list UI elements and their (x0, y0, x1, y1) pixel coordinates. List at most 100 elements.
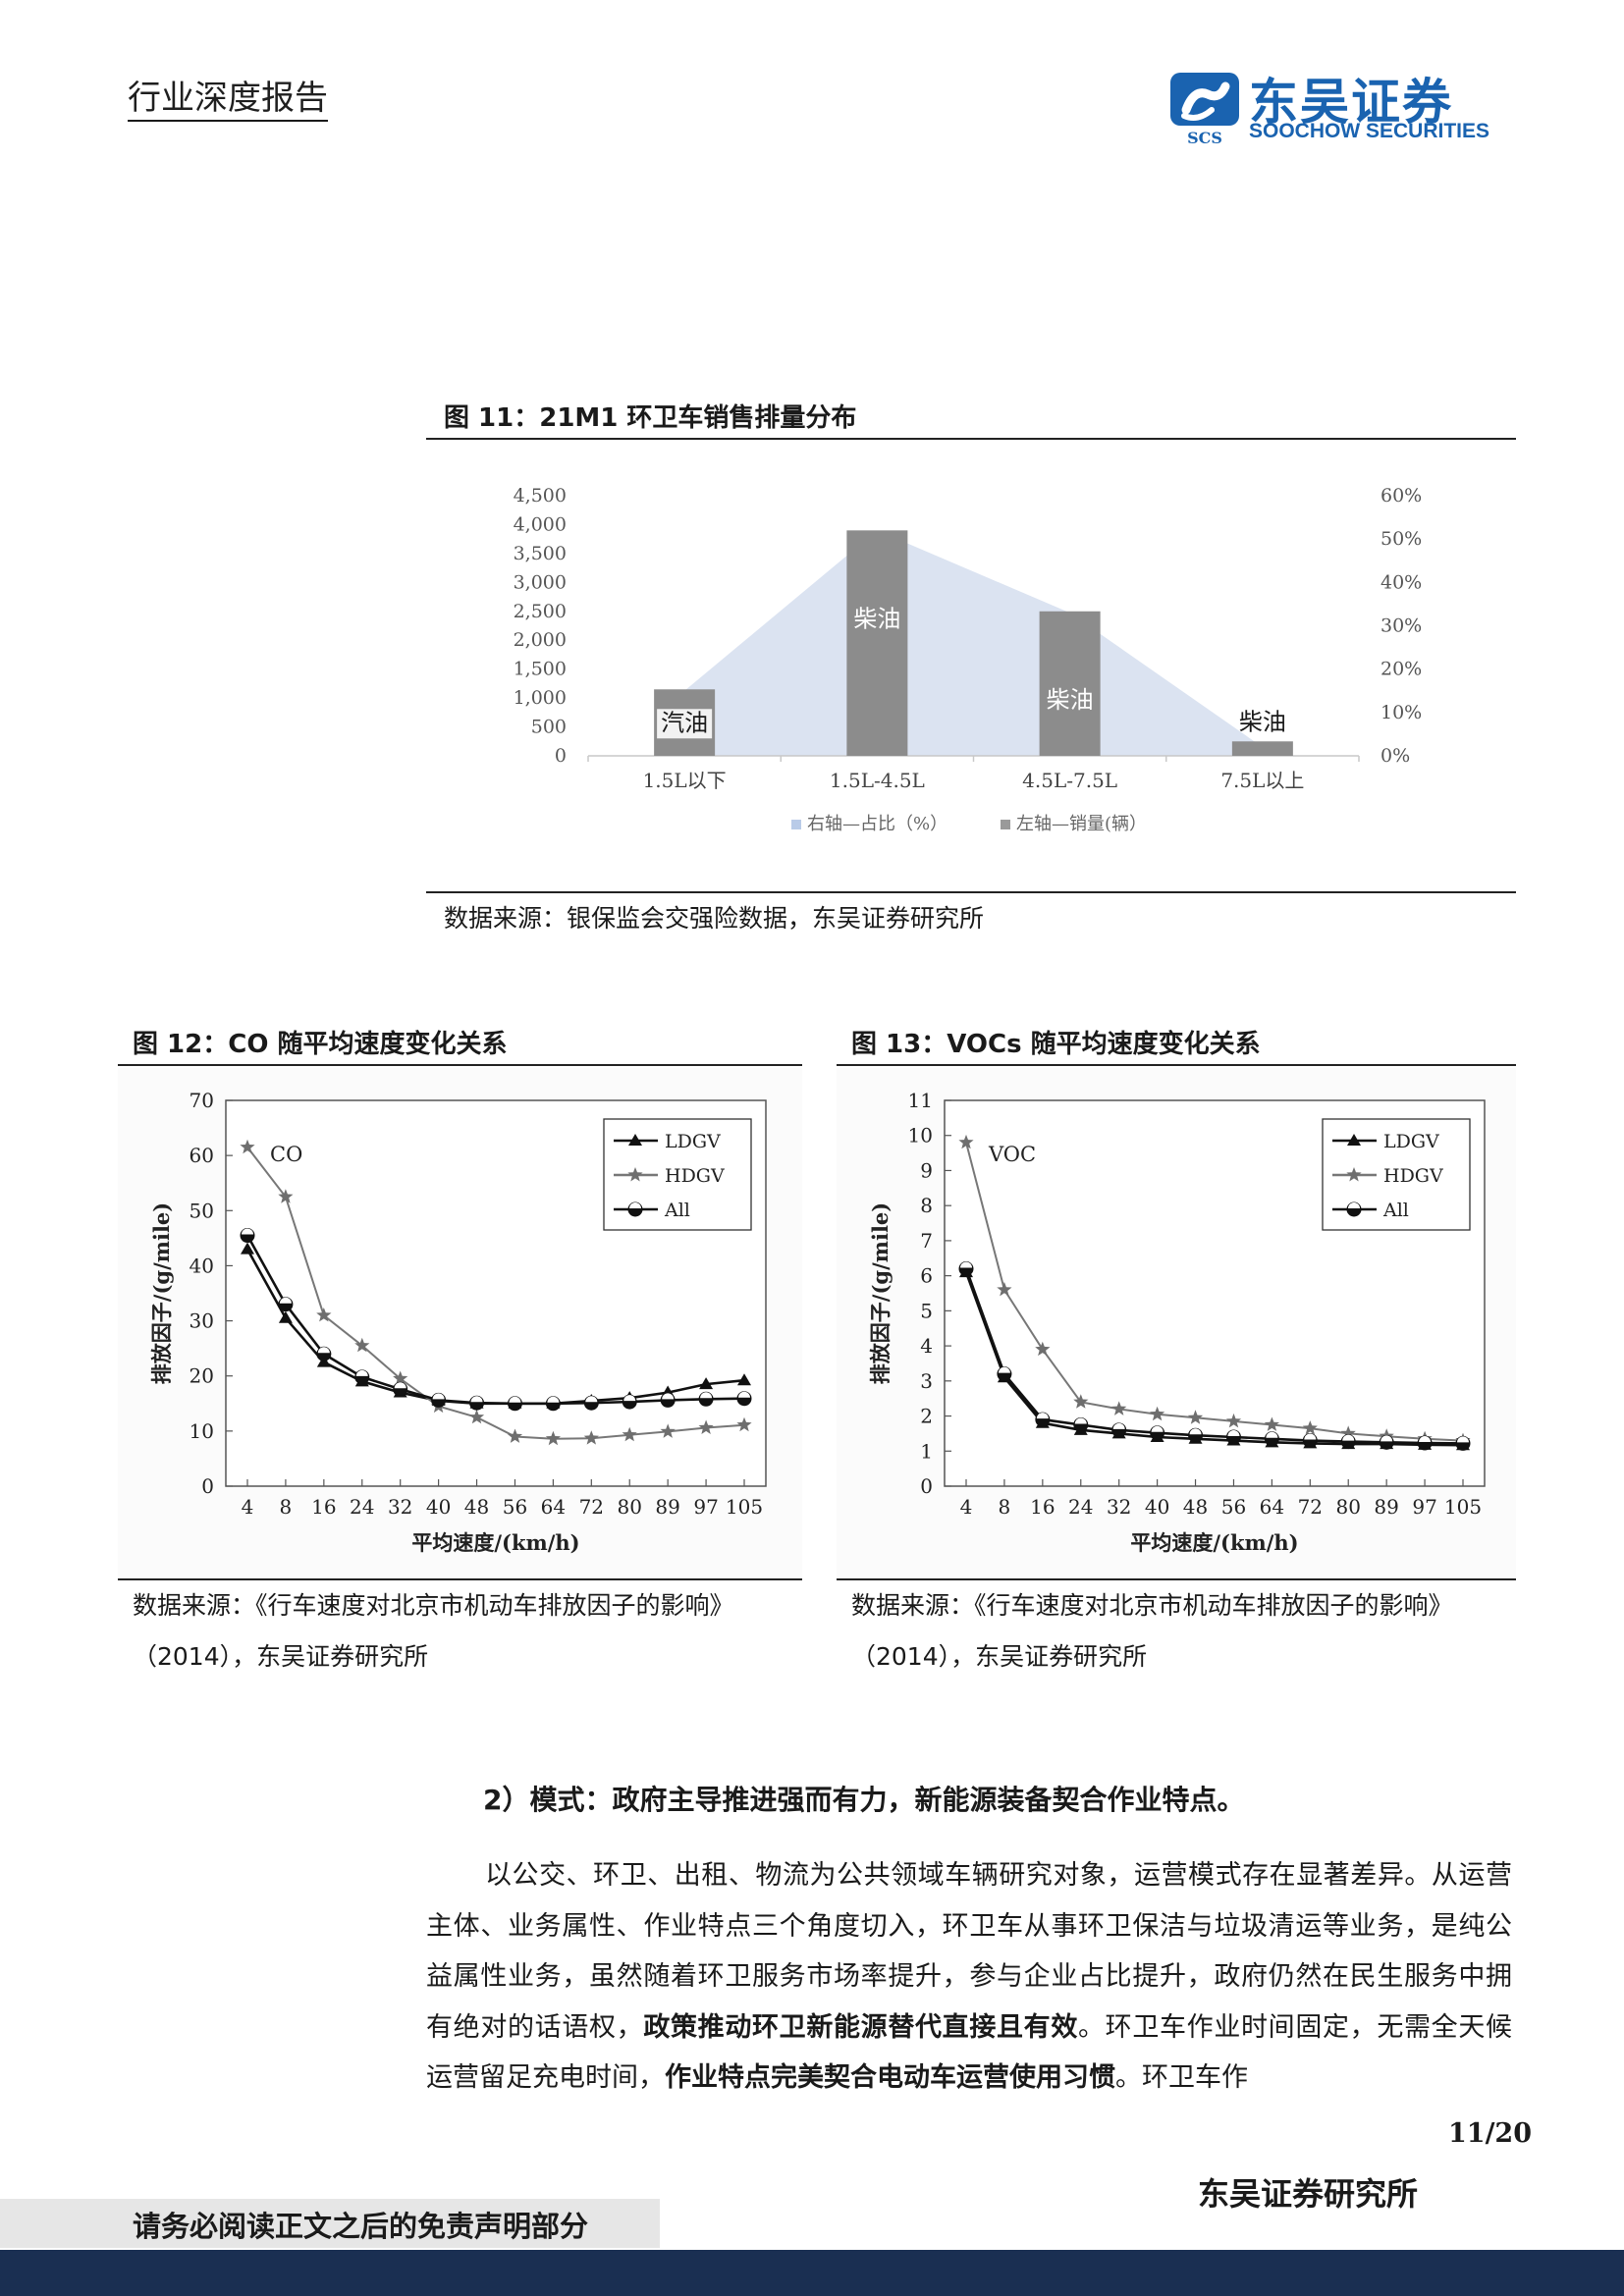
section-heading: 2）模式：政府主导推进强而有力，新能源装备契合作业特点。 (483, 1784, 1245, 1816)
paragraph-text-1: 以公交、环卫、出租、物流为公共领域车辆研究对象，运营模式存在显著差异。从运营主体… (426, 1860, 1512, 2043)
right-axis-tick-label: 20% (1380, 659, 1422, 680)
fig13-source: 数据来源：《行车速度对北京市机动车排放因子的影响》（2014），东吴证券研究所 (851, 1591, 1453, 1671)
x-tick-label: 56 (1221, 1495, 1246, 1519)
y-tick-label: 8 (920, 1194, 933, 1217)
left-axis-tick-label: 0 (555, 745, 567, 767)
x-tick-label: 105 (726, 1495, 763, 1519)
legend-label-bar: 左轴—销量(辆） (1016, 814, 1147, 834)
fig11-chart: 0 500 1,000 1,500 2,000 2,500 3,000 3,500 4,000 4… (514, 485, 1423, 834)
star-marker (1035, 1341, 1051, 1357)
y-tick-label: 30 (189, 1309, 214, 1333)
circle-marker-highlight (1112, 1422, 1125, 1429)
legend-label-ldgv: LDGV (1383, 1131, 1439, 1152)
star-marker (278, 1189, 294, 1203)
x-tick-label: 89 (655, 1495, 679, 1519)
star-marker (354, 1337, 370, 1353)
circle-marker-highlight (662, 1393, 675, 1400)
circle-marker-highlight (960, 1261, 972, 1268)
chart-annotation: VOC (988, 1143, 1036, 1166)
star-marker (1225, 1413, 1242, 1428)
fig13-bottom-rule (837, 1578, 1516, 1580)
circle-marker-highlight (394, 1382, 406, 1389)
legend-label-hdgv: HDGV (665, 1165, 725, 1187)
circle-marker-highlight (1342, 1434, 1355, 1441)
sales-bar (846, 530, 908, 756)
y-tick-label: 11 (908, 1089, 933, 1112)
y-tick-label: 20 (189, 1364, 214, 1388)
star-marker (545, 1430, 561, 1446)
triangle-marker (278, 1310, 293, 1323)
star-marker (736, 1416, 752, 1432)
x-tick-label: 72 (1298, 1495, 1323, 1519)
fig13-top-rule (837, 1064, 1516, 1066)
bar-label: 柴油 (1239, 708, 1286, 735)
company-logo: SCS 东吴证券 SOOCHOW SECURITIES (1168, 69, 1497, 147)
circle-marker-highlight (998, 1366, 1010, 1373)
y-tick-label: 60 (189, 1144, 214, 1167)
circle-marker-highlight (623, 1395, 636, 1402)
star-marker (1302, 1420, 1318, 1435)
left-axis-tick-label: 4,500 (514, 485, 567, 507)
circle-marker-highlight (1036, 1413, 1049, 1419)
circle-marker-highlight (1189, 1428, 1202, 1435)
fig13-title: 图 13：VOCs 随平均速度变化关系 (851, 1030, 1261, 1059)
series-line-hdgv (246, 1147, 745, 1440)
y-tick-label: 50 (189, 1199, 214, 1222)
circle-marker-highlight (700, 1392, 713, 1399)
circle-marker-highlight (470, 1396, 483, 1403)
bar-label: 汽油 (661, 709, 708, 736)
bar-label-background (657, 709, 713, 739)
x-tick-label: 97 (1412, 1495, 1436, 1519)
star-marker (393, 1370, 408, 1385)
star-marker (627, 1167, 643, 1182)
legend-label-all: All (1382, 1200, 1409, 1221)
star-marker (468, 1409, 485, 1424)
fig11-title: 图 11：21M1 环卫车销售排量分布 (444, 403, 857, 433)
y-tick-label: 3 (920, 1369, 933, 1393)
circle-marker-highlight (1227, 1429, 1240, 1436)
y-tick-label: 6 (920, 1264, 933, 1288)
fig11-top-rule (426, 438, 1516, 440)
body-paragraph: 以公交、环卫、出租、物流为公共领域车辆研究对象，运营模式存在显著差异。从运营主体… (426, 1850, 1512, 2104)
y-tick-label: 0 (920, 1474, 933, 1498)
circle-marker-highlight (1266, 1431, 1278, 1438)
x-tick-label: 1.5L以下 (643, 769, 727, 792)
legend-label-all: All (664, 1200, 690, 1221)
disclaimer-text: 请务必阅读正文之后的免责声明部分 (133, 2210, 589, 2243)
x-axis-label: 平均速度/(km/h) (1130, 1530, 1298, 1555)
y-tick-label: 10 (908, 1124, 933, 1148)
x-tick-label: 80 (618, 1495, 642, 1519)
legend-swatch-bar (1001, 820, 1010, 829)
x-tick-label: 32 (1107, 1495, 1131, 1519)
paragraph-text-2: 。环卫车作业时间固定，无需全天候运营留足充电时间， (426, 2011, 1513, 2094)
x-tick-label: 8 (280, 1495, 293, 1519)
star-marker (240, 1139, 255, 1154)
star-marker (1150, 1406, 1165, 1421)
circle-marker-highlight (355, 1369, 368, 1376)
x-tick-label: 89 (1374, 1495, 1398, 1519)
fig12-top-rule (118, 1064, 802, 1066)
chart-annotation: CO (270, 1143, 302, 1166)
star-marker (1340, 1425, 1356, 1440)
y-axis-label: 排放因子/(g/mile) (868, 1202, 893, 1384)
left-axis-tick-label: 500 (531, 717, 567, 738)
page-number: 11/20 (1448, 2118, 1533, 2149)
legend-label-hdgv: HDGV (1383, 1165, 1443, 1187)
star-marker (1111, 1401, 1127, 1415)
x-tick-label: 7.5L以上 (1220, 769, 1304, 792)
star-marker (622, 1426, 637, 1442)
x-tick-label: 64 (541, 1495, 566, 1519)
x-tick-label: 105 (1444, 1495, 1482, 1519)
circle-marker-highlight (509, 1396, 521, 1403)
right-axis-tick-label: 60% (1380, 485, 1422, 507)
x-tick-label: 97 (693, 1495, 718, 1519)
x-tick-label: 16 (311, 1495, 336, 1519)
fig11-source: 数据来源：银保监会交强险数据，东吴证券研究所 (444, 904, 985, 933)
triangle-marker (699, 1377, 714, 1390)
circle-marker-highlight (1304, 1433, 1317, 1440)
star-marker (583, 1430, 599, 1445)
x-tick-label: 4 (960, 1495, 973, 1519)
logo-english-name: SOOCHOW SECURITIES (1249, 120, 1490, 142)
series-line-hdgv (965, 1142, 1464, 1442)
x-tick-label: 40 (1145, 1495, 1169, 1519)
